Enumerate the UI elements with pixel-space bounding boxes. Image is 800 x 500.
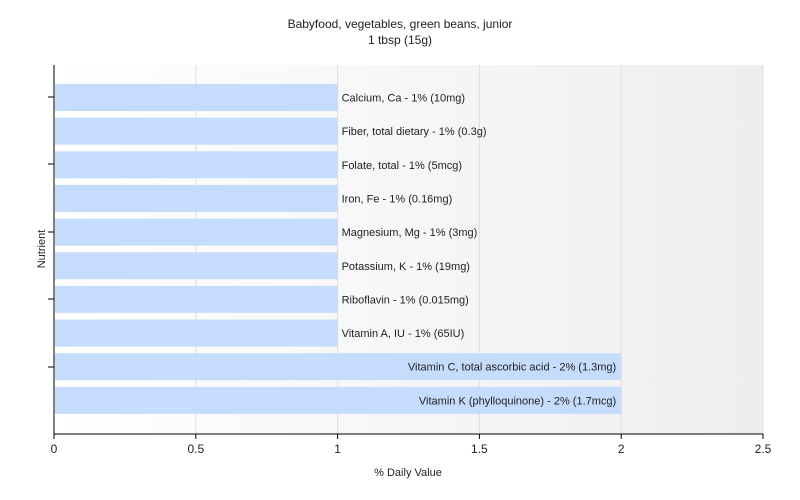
bar bbox=[55, 184, 338, 212]
x-tick-label: 1.5 bbox=[471, 442, 488, 456]
chart-subtitle: 1 tbsp (15g) bbox=[368, 33, 432, 47]
bar bbox=[55, 319, 338, 347]
x-tick-label: 0.5 bbox=[187, 442, 204, 456]
x-tick-label: 0 bbox=[51, 442, 58, 456]
bar-label: Folate, total - 1% (5mcg) bbox=[342, 160, 462, 172]
bar-label: Magnesium, Mg - 1% (3mg) bbox=[342, 227, 478, 239]
bars bbox=[55, 84, 622, 414]
x-tick-label: 1 bbox=[334, 442, 341, 456]
bar-label: Riboflavin - 1% (0.015mg) bbox=[342, 294, 469, 306]
x-tick-label: 2 bbox=[618, 442, 625, 456]
bar bbox=[55, 84, 338, 111]
bar bbox=[55, 218, 338, 246]
bar-label: Calcium, Ca - 1% (10mg) bbox=[342, 93, 465, 105]
x-tick-labels: 0 0.5 1 1.5 2 2.5 bbox=[51, 442, 772, 456]
bar-label: Iron, Fe - 1% (0.16mg) bbox=[342, 193, 453, 205]
bar bbox=[55, 151, 338, 179]
x-axis-label: % Daily Value bbox=[374, 467, 442, 479]
bar bbox=[55, 386, 622, 414]
bar-label: Potassium, K - 1% (19mg) bbox=[342, 261, 470, 273]
bar bbox=[55, 252, 338, 280]
bar-labels: Calcium, Ca - 1% (10mg) Fiber, total diet… bbox=[342, 93, 617, 408]
bar bbox=[55, 117, 338, 145]
x-tick-label: 2.5 bbox=[755, 442, 772, 456]
bar-label: Vitamin K (phylloquinone) - 2% (1.7mcg) bbox=[419, 395, 616, 407]
bar-label: Vitamin A, IU - 1% (65IU) bbox=[342, 328, 465, 340]
bar-label: Vitamin C, total ascorbic acid - 2% (1.3… bbox=[408, 362, 616, 374]
y-axis-label: Nutrient bbox=[36, 230, 48, 269]
bar bbox=[55, 285, 338, 313]
bar bbox=[55, 353, 622, 381]
chart-title: Babyfood, vegetables, green beans, junio… bbox=[288, 17, 513, 31]
bar-label: Fiber, total dietary - 1% (0.3g) bbox=[342, 126, 487, 138]
axes bbox=[48, 65, 764, 439]
